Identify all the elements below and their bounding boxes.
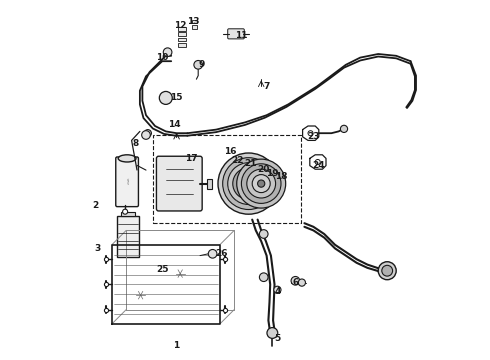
Text: 19: 19	[266, 169, 278, 178]
Text: 4: 4	[274, 287, 281, 296]
Bar	[207, 179, 212, 189]
Circle shape	[315, 159, 320, 165]
Text: 14: 14	[169, 120, 181, 129]
Circle shape	[246, 181, 251, 186]
Text: 2: 2	[93, 201, 98, 210]
Circle shape	[163, 48, 172, 57]
Bar	[178, 27, 186, 31]
Text: 13: 13	[187, 17, 199, 26]
Bar	[192, 25, 197, 29]
Text: 17: 17	[185, 154, 197, 163]
Circle shape	[247, 169, 275, 198]
Bar	[192, 20, 197, 23]
Text: 8: 8	[132, 139, 138, 148]
Circle shape	[308, 131, 313, 136]
Text: 15: 15	[171, 93, 183, 102]
Circle shape	[228, 163, 270, 204]
Text: 20: 20	[257, 165, 269, 174]
Text: 26: 26	[215, 249, 228, 258]
FancyBboxPatch shape	[228, 29, 245, 39]
Text: 23: 23	[307, 132, 319, 141]
Circle shape	[274, 286, 281, 293]
Circle shape	[378, 262, 396, 280]
FancyBboxPatch shape	[116, 157, 139, 207]
Circle shape	[237, 159, 286, 208]
Ellipse shape	[118, 155, 136, 162]
Circle shape	[242, 164, 281, 203]
Text: 12: 12	[174, 21, 187, 30]
Text: 22: 22	[232, 156, 244, 165]
Circle shape	[259, 230, 268, 238]
Circle shape	[341, 125, 347, 132]
Bar	[178, 43, 186, 47]
Circle shape	[243, 178, 254, 189]
Circle shape	[222, 158, 274, 210]
Text: 7: 7	[264, 82, 270, 91]
Circle shape	[258, 180, 265, 187]
Circle shape	[144, 130, 151, 137]
Bar	[178, 32, 186, 36]
Bar	[153, 135, 301, 223]
Bar	[121, 212, 135, 216]
Circle shape	[142, 131, 150, 139]
Circle shape	[252, 175, 270, 193]
Circle shape	[298, 279, 305, 286]
Text: 5: 5	[274, 334, 280, 343]
Text: 11: 11	[235, 31, 247, 40]
Text: 10: 10	[156, 53, 169, 62]
Circle shape	[259, 273, 268, 282]
Circle shape	[122, 209, 127, 214]
Circle shape	[238, 173, 259, 194]
Text: 24: 24	[313, 161, 325, 170]
Text: 1: 1	[173, 341, 180, 350]
Circle shape	[159, 91, 172, 104]
FancyBboxPatch shape	[156, 156, 202, 211]
Text: 25: 25	[156, 266, 169, 274]
Text: 3: 3	[94, 244, 100, 253]
Circle shape	[194, 60, 202, 69]
Circle shape	[233, 168, 265, 199]
Text: 18: 18	[275, 172, 287, 181]
Bar	[117, 216, 139, 257]
Circle shape	[267, 328, 278, 338]
Circle shape	[291, 276, 300, 285]
Text: 9: 9	[198, 60, 205, 69]
Bar	[178, 38, 186, 41]
Text: 21: 21	[244, 159, 257, 168]
Circle shape	[382, 265, 392, 276]
Circle shape	[218, 153, 279, 214]
Text: 6: 6	[292, 278, 298, 287]
Circle shape	[208, 249, 217, 258]
Text: /: /	[126, 179, 130, 185]
Text: 16: 16	[224, 147, 237, 156]
